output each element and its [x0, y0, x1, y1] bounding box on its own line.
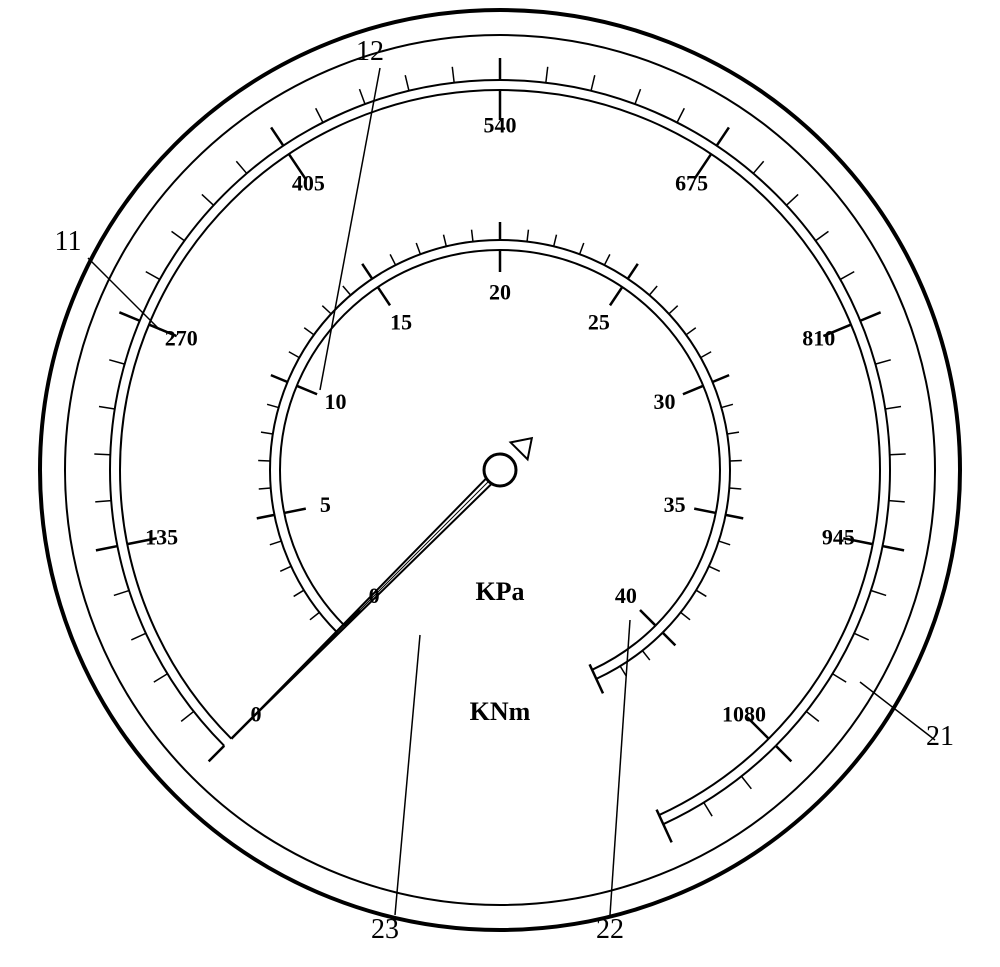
callout-23: 23	[371, 635, 420, 945]
outer-scale-label: 945	[822, 525, 855, 550]
callout-label: 11	[55, 226, 82, 257]
outer-scale-label: 135	[145, 525, 178, 550]
callout-label: 22	[596, 914, 624, 945]
inner-unit-label: KPa	[475, 577, 524, 606]
inner-scale-label: 20	[489, 279, 511, 304]
outer-scale-label: 270	[165, 325, 198, 350]
outer-unit-label: KNm	[470, 697, 531, 726]
callout-21: 21	[860, 682, 954, 752]
inner-scale-label: 10	[325, 389, 347, 414]
outer-scale-label: 405	[292, 170, 325, 195]
callout-22: 22	[596, 620, 630, 945]
inner-scale-label: 5	[320, 492, 331, 517]
inner-scale-label: 15	[390, 309, 412, 334]
callout-12: 12	[320, 36, 384, 390]
callout-label: 21	[926, 721, 954, 752]
outer-scale-label: 1080	[722, 701, 766, 726]
outer-scale-label: 675	[675, 170, 708, 195]
inner-scale-label: 35	[664, 492, 686, 517]
callout-label: 12	[356, 36, 384, 67]
gauge-diagram: 0135270405540675810945108005101520253035…	[0, 0, 1000, 967]
callout-11: 11	[55, 226, 160, 330]
inner-scale-label: 30	[653, 389, 675, 414]
outer-scale-label: 540	[484, 112, 517, 137]
inner-scale-label: 40	[615, 583, 637, 608]
inner-scale-label: 25	[588, 309, 610, 334]
outer-scale-label: 810	[802, 325, 835, 350]
callout-label: 23	[371, 914, 399, 945]
